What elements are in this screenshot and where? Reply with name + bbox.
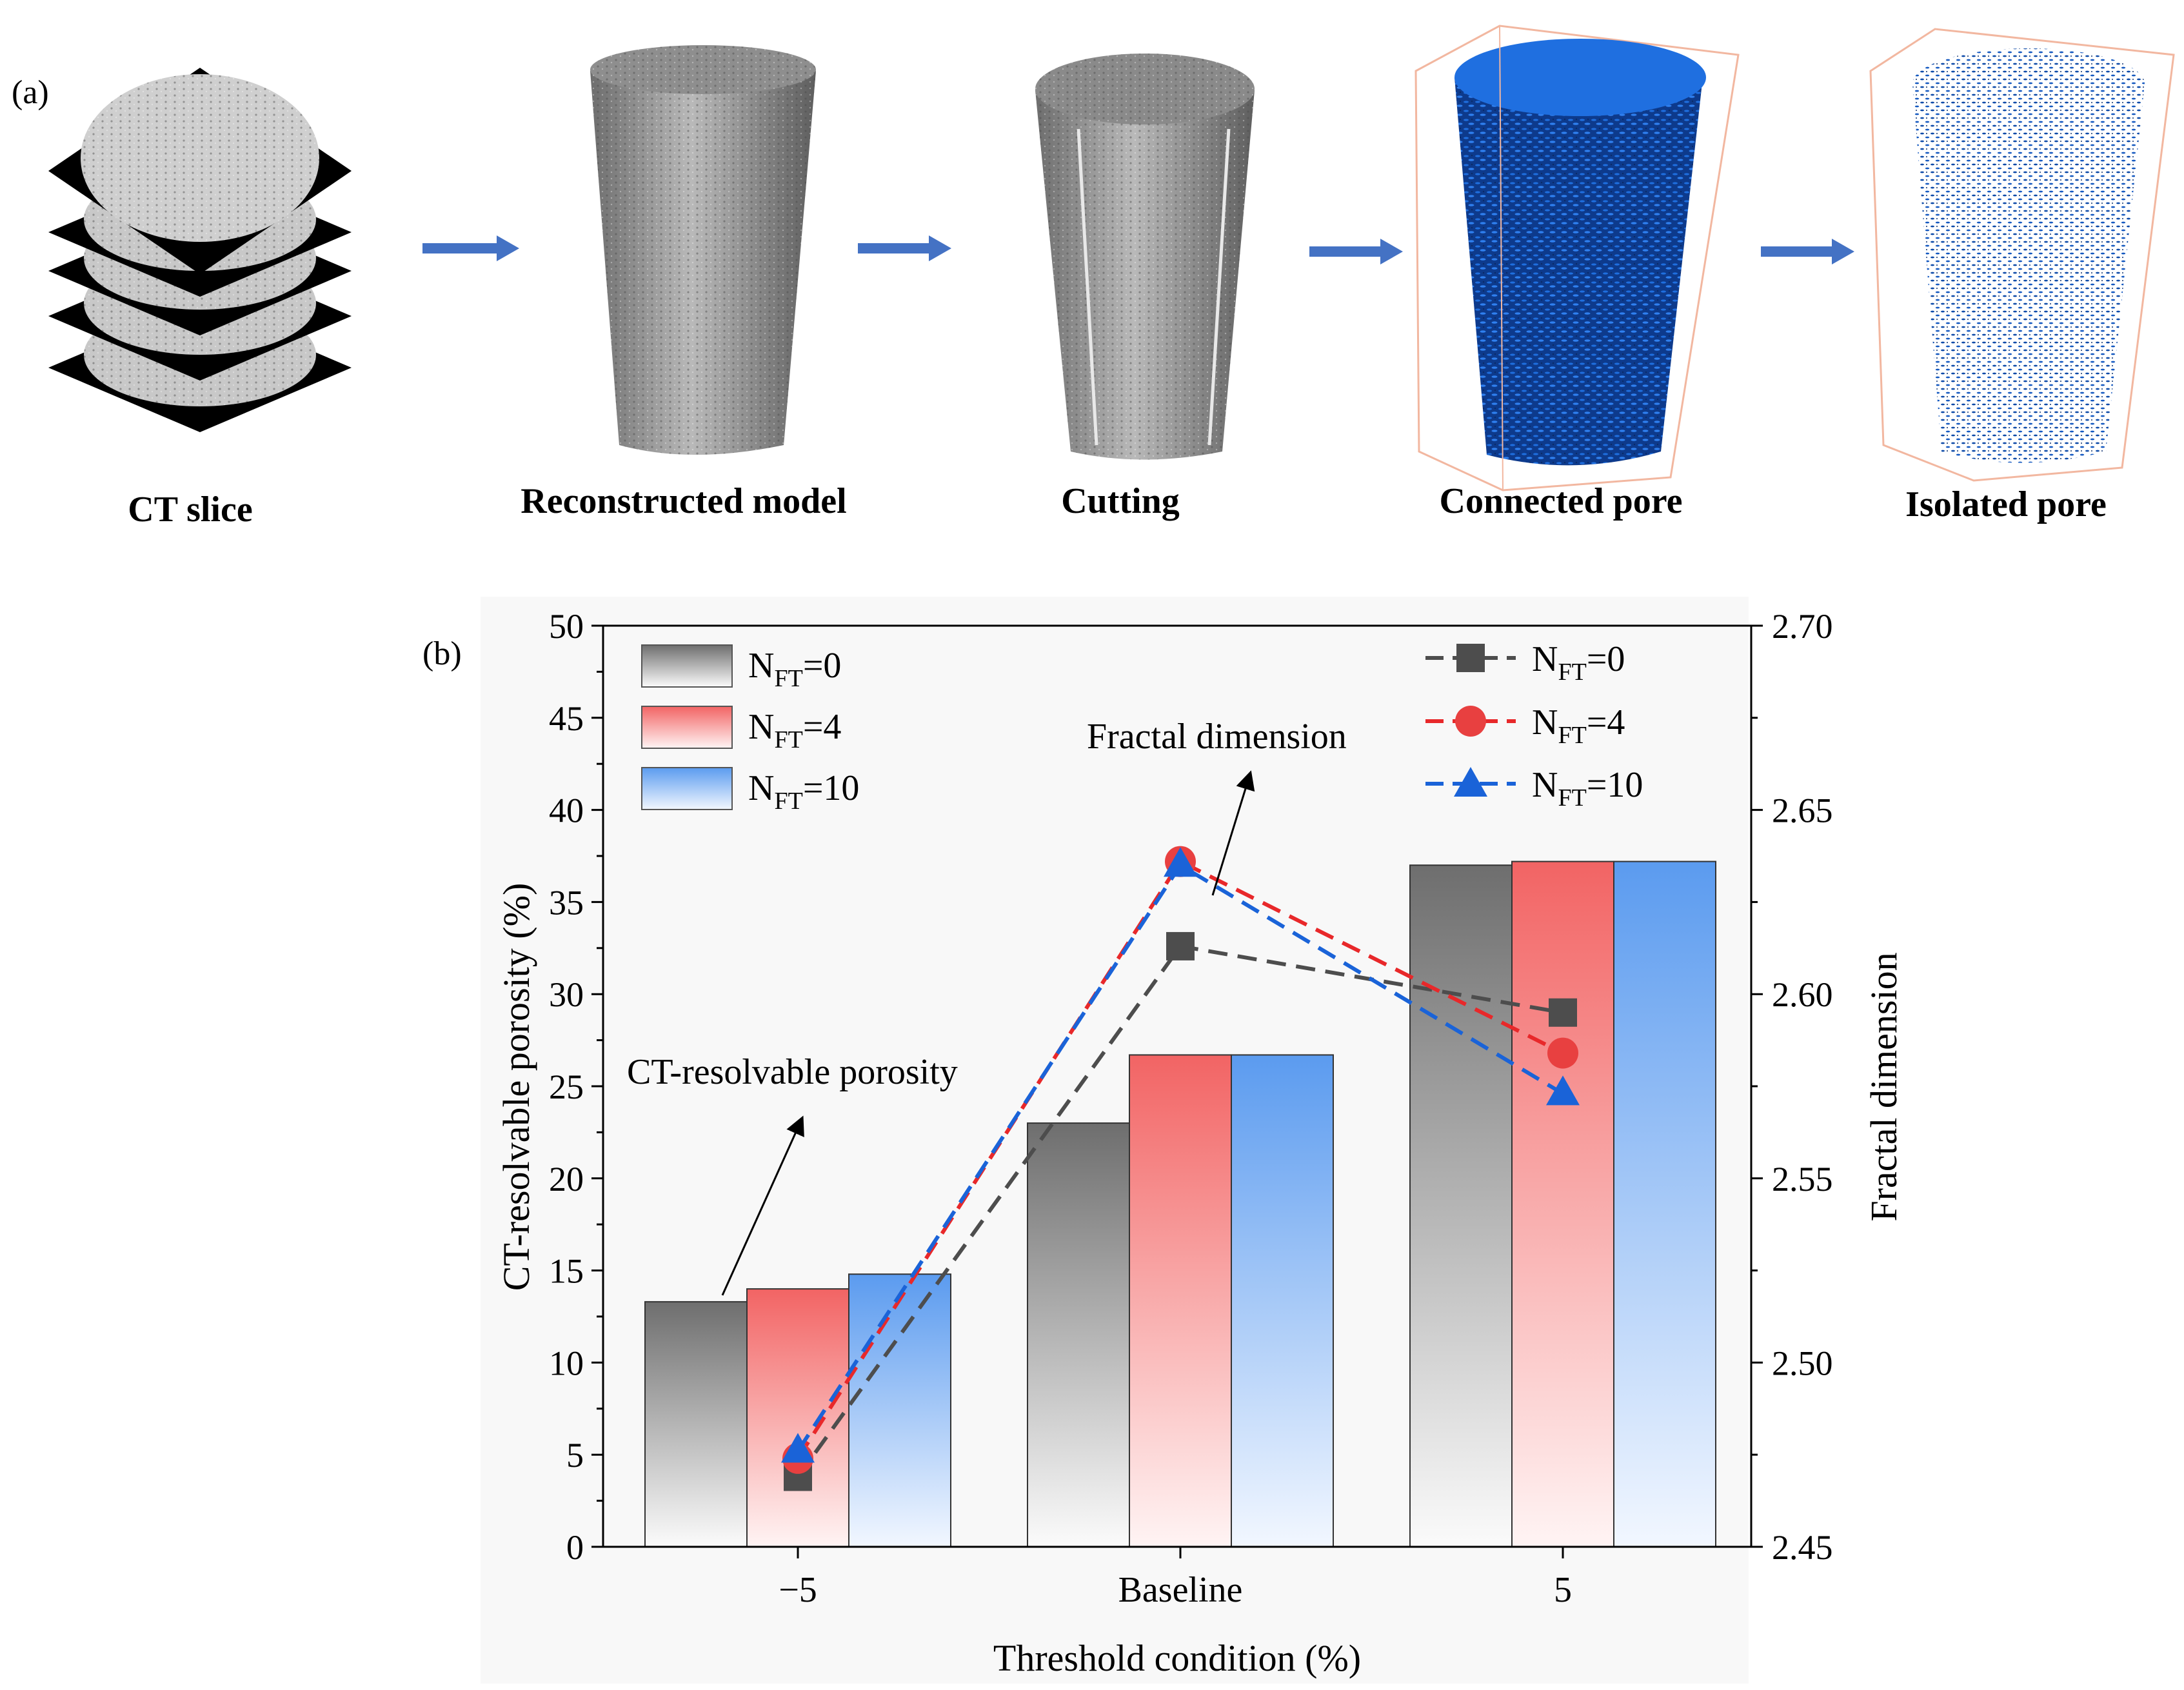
bar-n-ft-10-cat-1 bbox=[1231, 1054, 1334, 1547]
svg-text:NFT=10: NFT=10 bbox=[1532, 765, 1643, 811]
legend-bar-label-2-tail: =10 bbox=[803, 768, 860, 808]
step-label-isolated-pore: Isolated pore bbox=[1905, 484, 2107, 524]
step-label-reconstructed-model: Reconstructed model bbox=[521, 481, 846, 521]
y-left-tick-label-9: 45 bbox=[549, 699, 584, 738]
annotation-porosity-text: CT-resolvable porosity bbox=[627, 1052, 958, 1092]
legend-bar-item-2: NFT=10 bbox=[641, 767, 859, 815]
y-right-tick-label-1: 2.50 bbox=[1772, 1344, 1833, 1382]
flow-arrow-4 bbox=[1761, 239, 1854, 264]
svg-text:NFT=4: NFT=4 bbox=[1532, 702, 1625, 749]
y-left-tick-label-8: 40 bbox=[549, 791, 584, 830]
legend-bar-item-1: NFT=4 bbox=[641, 706, 841, 753]
panel-b: (b) 0 5 10 15 20 25 30 35 40 45 50 2.45 2.50 2.55 2.60… bbox=[422, 597, 1905, 1684]
legend-bar-label-1-sub: FT bbox=[774, 726, 802, 753]
line-n-ft-4 bbox=[796, 859, 1564, 1460]
y-left-tick-label-3: 15 bbox=[549, 1252, 584, 1291]
cut-cylinder-image bbox=[1035, 54, 1255, 460]
legend-line-item-0: NFT=0 bbox=[1425, 639, 1625, 686]
marker-n-ft-0-cat-1 bbox=[1166, 931, 1195, 960]
y-left-tick-label-1: 5 bbox=[566, 1436, 584, 1475]
legend-bar-label-0-sub: FT bbox=[774, 665, 802, 692]
bar-n-ft-0-cat-2 bbox=[1409, 864, 1513, 1547]
svg-text:NFT=0: NFT=0 bbox=[748, 646, 841, 692]
panel-a: (a) bbox=[12, 25, 2175, 530]
y-right-tick-label-0: 2.45 bbox=[1772, 1528, 1833, 1567]
panel-a-label: (a) bbox=[12, 74, 49, 111]
bar-n-ft-4-cat-1 bbox=[1129, 1054, 1232, 1547]
y-left-tick-label-6: 30 bbox=[549, 975, 584, 1014]
bars-layer bbox=[644, 860, 1716, 1548]
legend-bar-label-0-tail: =0 bbox=[803, 646, 842, 686]
y-left-tick-label-5: 25 bbox=[549, 1068, 584, 1106]
legend-lines: NFT=0 NFT=4 NFT=10 bbox=[1425, 639, 1643, 811]
y-left-tick-label-4: 20 bbox=[549, 1160, 584, 1198]
isolated-pore-render-image bbox=[1869, 28, 2175, 482]
axes-layer: 0 5 10 15 20 25 30 35 40 45 50 2.45 2.50 2.55 2.60 2.65… bbox=[549, 607, 1833, 1610]
svg-text:NFT=10: NFT=10 bbox=[748, 768, 859, 815]
legend-bar-label-2-main: N bbox=[748, 768, 774, 808]
legend-line-item-2: NFT=10 bbox=[1425, 765, 1643, 811]
step-label-connected-pore: Connected pore bbox=[1440, 481, 1683, 521]
x-tick-label-0: −5 bbox=[779, 1570, 817, 1610]
bar-n-ft-0-cat-0 bbox=[644, 1301, 748, 1547]
legend-line-label-1-sub: FT bbox=[1558, 722, 1586, 749]
legend-line-label-0-tail: =0 bbox=[1587, 639, 1625, 679]
legend-bar-label-2-sub: FT bbox=[774, 788, 802, 815]
step-label-ct-slice: CT slice bbox=[128, 490, 252, 530]
y-right-tick-label-5: 2.70 bbox=[1772, 607, 1833, 646]
legend-bar-label-0-main: N bbox=[748, 646, 774, 686]
y-left-tick-label-7: 35 bbox=[549, 883, 584, 922]
panel-b-label: (b) bbox=[422, 635, 462, 672]
legend-line-label-0-sub: FT bbox=[1558, 659, 1586, 686]
legend-line-item-1: NFT=4 bbox=[1425, 702, 1625, 749]
svg-text:NFT=0: NFT=0 bbox=[1532, 639, 1625, 686]
y-axis-title-left: CT-resolvable porosity (%) bbox=[495, 883, 537, 1291]
legend-line-label-1-tail: =4 bbox=[1587, 702, 1625, 742]
bar-n-ft-10-cat-0 bbox=[848, 1273, 951, 1547]
legend-line-label-2-sub: FT bbox=[1558, 784, 1586, 811]
legend-bars: NFT=0 NFT=4 NFT=10 bbox=[641, 644, 859, 815]
legend-line-label-2-tail: =10 bbox=[1587, 765, 1643, 805]
legend-line-label-1-main: N bbox=[1532, 702, 1558, 742]
annotation-fractal: Fractal dimension bbox=[1087, 717, 1347, 896]
flow-arrow-1 bbox=[422, 235, 519, 261]
connected-pore-render-image bbox=[1415, 25, 1740, 492]
marker-n-ft-0-cat-2 bbox=[1549, 998, 1577, 1027]
legend-line-label-2-main: N bbox=[1532, 765, 1558, 805]
x-tick-label-1: Baseline bbox=[1118, 1570, 1243, 1610]
y-left-tick-label-0: 0 bbox=[566, 1528, 584, 1567]
y-right-tick-label-2: 2.55 bbox=[1772, 1160, 1833, 1198]
ct-slice-stack-image bbox=[48, 68, 352, 432]
y-right-tick-label-3: 2.60 bbox=[1772, 975, 1833, 1014]
y-right-tick-label-4: 2.65 bbox=[1772, 791, 1833, 830]
bar-n-ft-0-cat-1 bbox=[1027, 1122, 1130, 1547]
annotation-porosity: CT-resolvable porosity bbox=[627, 1052, 958, 1296]
flow-arrow-3 bbox=[1309, 239, 1403, 264]
step-label-cutting: Cutting bbox=[1061, 481, 1180, 521]
x-axis-title: Threshold condition (%) bbox=[993, 1637, 1361, 1679]
marker-n-ft-4-cat-2 bbox=[1547, 1037, 1578, 1069]
legend-bar-label-1-tail: =4 bbox=[803, 707, 842, 747]
bar-n-ft-10-cat-2 bbox=[1613, 860, 1716, 1547]
bar-n-ft-4-cat-2 bbox=[1511, 860, 1614, 1547]
marker-n-ft-10-cat-2 bbox=[1546, 1075, 1580, 1106]
legend-bar-item-0: NFT=0 bbox=[641, 644, 841, 692]
x-tick-label-2: 5 bbox=[1554, 1570, 1572, 1610]
legend-bar-label-1-main: N bbox=[748, 707, 774, 747]
reconstructed-cylinder-image bbox=[590, 45, 816, 455]
flow-arrow-2 bbox=[858, 235, 951, 261]
bar-n-ft-4-cat-0 bbox=[746, 1288, 849, 1548]
marker-n-ft-10-cat-0 bbox=[781, 1433, 815, 1463]
lines-layer bbox=[781, 846, 1580, 1491]
y-axis-title-right: Fractal dimension bbox=[1863, 952, 1905, 1221]
legend-line-label-0-main: N bbox=[1532, 639, 1558, 679]
y-left-tick-label-2: 10 bbox=[549, 1344, 584, 1382]
annotation-fractal-text: Fractal dimension bbox=[1087, 717, 1347, 757]
marker-n-ft-10-cat-1 bbox=[1164, 847, 1197, 877]
svg-text:NFT=4: NFT=4 bbox=[748, 707, 841, 753]
y-left-tick-label-10: 50 bbox=[549, 607, 584, 646]
